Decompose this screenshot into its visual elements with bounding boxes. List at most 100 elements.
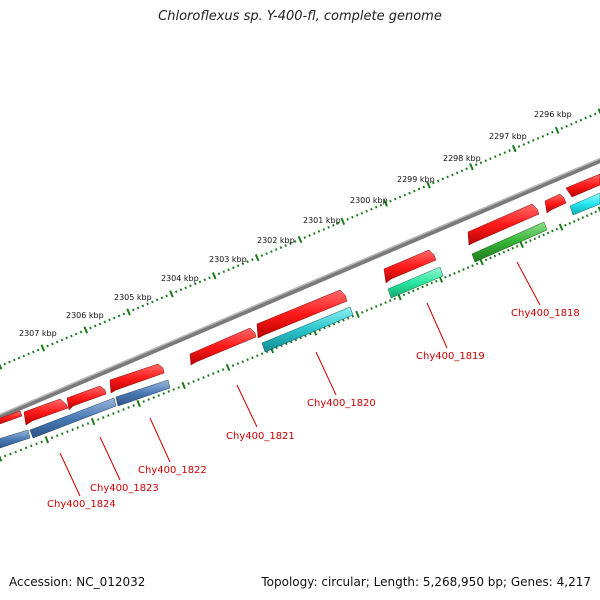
scale-tick-track [0,108,600,370]
minor-tick [197,378,200,381]
accession-text: Accession: NC_012032 [9,575,146,589]
minor-tick [142,400,145,403]
minor-tick [537,235,541,239]
minor-tick [51,342,54,346]
minor-tick [117,314,121,318]
gene-forward[interactable] [189,327,257,366]
minor-tick [465,167,468,171]
gene-forward[interactable] [544,193,567,214]
other-genes [0,192,600,449]
minor-tick [303,236,307,239]
minor-tick [453,272,456,275]
minor-tick [432,181,435,185]
major-tick [519,240,524,249]
minor-tick [127,406,130,409]
minor-tick [365,209,368,213]
gene-forward[interactable] [109,363,165,394]
minor-tick [322,228,326,231]
major-tick [511,144,517,153]
minor-tick [103,320,107,324]
major-tick [355,310,360,318]
minor-tick [13,358,16,362]
minor-tick [289,242,292,245]
minor-tick [22,354,26,358]
minor-tick [479,161,483,165]
minor-tick [332,224,335,227]
gene-forward[interactable] [256,289,348,339]
gene-label: Chy400_1818 [511,308,580,319]
gene-steel-blue[interactable] [115,379,171,407]
major-tick [136,399,141,408]
minor-tick [132,404,135,407]
minor-tick [71,428,74,432]
minor-tick [113,316,116,320]
minor-tick [146,302,149,306]
minor-tick [574,120,578,124]
gene-green[interactable] [471,221,548,263]
minor-tick [422,185,426,189]
minor-tick [451,173,454,177]
major-tick [558,223,564,231]
gene-teal[interactable] [261,306,354,353]
minor-tick [502,250,506,254]
minor-tick [446,175,449,179]
minor-tick [32,350,35,354]
minor-tick [236,362,240,365]
minor-tick [112,412,115,415]
gene-steel-blue[interactable] [29,397,117,439]
reverse-tick-track [0,206,600,462]
minor-tick [107,414,110,417]
gene-label: Chy400_1820 [307,398,376,409]
major-tick [426,181,431,189]
minor-tick [342,318,345,322]
minor-tick [584,116,587,120]
minor-tick [260,352,264,356]
minor-tick [79,330,83,334]
gene-forward[interactable] [66,385,107,411]
gene-forward[interactable] [467,203,540,246]
minor-tick [370,207,373,211]
minor-tick [408,191,411,195]
minor-tick [541,135,545,138]
minor-tick [81,424,85,427]
gene-forward[interactable] [23,398,69,426]
minor-tick [374,305,378,308]
gene-forward[interactable] [565,173,600,198]
minor-tick [577,218,580,221]
minor-tick [260,254,264,257]
gene-cyan[interactable] [569,192,600,216]
minor-tick [493,155,497,158]
minor-tick [508,149,511,152]
minor-tick [24,446,28,450]
minor-tick [564,223,567,227]
minor-tick [560,126,564,130]
minor-tick [216,370,220,373]
minor-tick [360,311,364,314]
minor-tick [484,159,487,163]
gene-forward[interactable] [0,410,23,425]
major-tick [83,326,89,334]
minor-tick [236,264,240,268]
gene-spring-green[interactable] [387,266,444,299]
minor-tick [471,264,474,268]
minor-tick [336,222,340,225]
gene-steel-blue[interactable] [0,429,31,449]
minor-tick [460,169,464,173]
minor-tick [35,442,38,446]
minor-tick [527,141,530,144]
minor-tick [270,250,273,253]
minor-tick [3,454,7,458]
minor-tick [136,306,140,310]
gene-label: Chy400_1822 [138,465,207,476]
minor-tick [421,285,424,289]
minor-tick [313,232,316,235]
gene-forward[interactable] [383,249,437,284]
minor-tick [274,248,278,251]
minor-tick [208,276,211,280]
major-tick [254,254,260,262]
minor-tick [89,326,92,330]
minor-tick [413,189,416,193]
gene-label: Chy400_1819 [416,351,485,362]
minor-tick [402,293,406,297]
scale-tick-label: 2306 kbp [66,311,104,320]
